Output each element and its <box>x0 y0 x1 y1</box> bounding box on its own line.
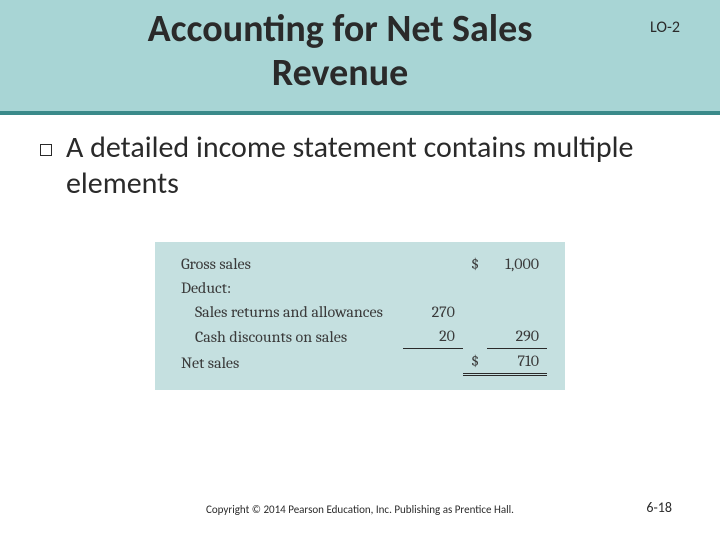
learning-objective-label: LO-2 <box>650 18 680 37</box>
discounts-amount: 20 <box>403 324 463 349</box>
slide-title: Accounting for Net Sales Revenue <box>80 8 600 95</box>
net-sales-label: Net sales <box>173 349 403 375</box>
income-statement-wrap: Gross sales $ 1,000 Deduct: Sales return… <box>40 242 680 390</box>
content-area: A detailed income statement contains mul… <box>0 115 720 390</box>
discounts-label: Cash discounts on sales <box>173 324 403 349</box>
gross-sales-amount: 1,000 <box>487 252 547 276</box>
deduct-label: Deduct: <box>173 276 403 300</box>
returns-label: Sales returns and allowances <box>173 300 403 324</box>
gross-sales-currency: $ <box>463 252 487 276</box>
income-statement-table: Gross sales $ 1,000 Deduct: Sales return… <box>155 242 565 390</box>
row-net-sales: Net sales $ 710 <box>173 349 547 375</box>
page-number: 6-18 <box>646 499 672 516</box>
deductions-total: 290 <box>487 324 547 349</box>
bullet-item: A detailed income statement contains mul… <box>40 130 680 202</box>
row-deduct-header: Deduct: <box>173 276 547 300</box>
returns-amount: 270 <box>403 300 463 324</box>
net-sales-currency: $ <box>463 349 487 375</box>
square-bullet-icon <box>40 144 52 156</box>
copyright-footer: Copyright © 2014 Pearson Education, Inc.… <box>0 503 720 516</box>
row-gross-sales: Gross sales $ 1,000 <box>173 252 547 276</box>
row-returns: Sales returns and allowances 270 <box>173 300 547 324</box>
net-sales-amount: 710 <box>487 349 547 375</box>
bullet-text: A detailed income statement contains mul… <box>66 130 680 202</box>
slide-header: Accounting for Net Sales Revenue LO-2 <box>0 0 720 115</box>
gross-sales-label: Gross sales <box>173 252 403 276</box>
row-discounts: Cash discounts on sales 20 290 <box>173 324 547 349</box>
